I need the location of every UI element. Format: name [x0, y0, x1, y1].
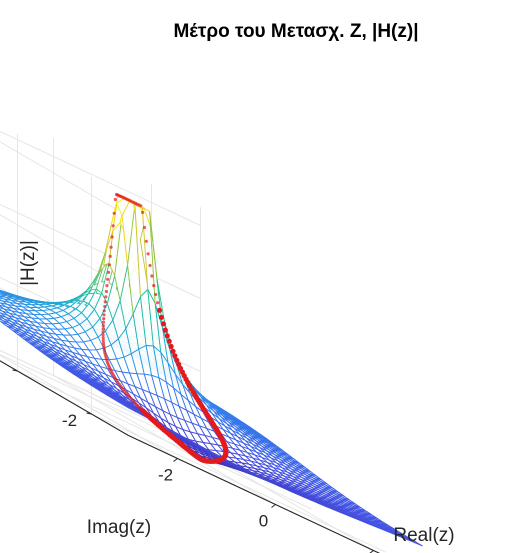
unit-circle-point	[109, 245, 113, 249]
unit-circle-point	[112, 211, 116, 215]
unit-circle-point	[101, 341, 106, 345]
unit-circle-point	[176, 361, 182, 367]
unit-circle-point	[102, 317, 106, 321]
y-tick-mark	[86, 412, 92, 415]
unit-circle-point	[156, 301, 160, 305]
y-tick-mark	[12, 369, 18, 372]
unit-circle-point	[174, 357, 180, 363]
unit-circle-point	[166, 338, 172, 344]
unit-circle-point	[177, 365, 184, 371]
unit-circle-curve	[101, 192, 229, 464]
unit-circle-point	[154, 292, 158, 297]
unit-circle-point	[101, 330, 105, 334]
tick-labels: -202-2020246	[0, 368, 374, 553]
unit-circle-point	[162, 327, 168, 333]
unit-circle-point	[142, 225, 147, 230]
y-tick-label: -2	[62, 411, 77, 430]
unit-circle-point	[102, 313, 106, 317]
z-axis-label: |H(z)|	[18, 240, 39, 286]
unit-circle-point	[160, 321, 166, 327]
unit-circle-point	[146, 252, 150, 256]
unit-circle-point	[102, 343, 106, 347]
grid-line	[0, 130, 201, 226]
unit-circle-point	[156, 307, 163, 313]
unit-circle-point	[107, 263, 111, 267]
grid-line	[91, 413, 386, 553]
unit-circle-point	[103, 300, 107, 304]
unit-circle-point	[106, 270, 111, 274]
surface-cell	[409, 539, 423, 547]
unit-circle-point	[170, 348, 176, 354]
unit-circle-point	[108, 254, 112, 258]
unit-circle-point	[103, 304, 107, 309]
x-tick-mark	[173, 458, 178, 462]
unit-circle-point	[101, 324, 105, 328]
unit-circle-point	[212, 423, 218, 430]
unit-circle-point	[101, 333, 105, 337]
x-axis-label: Real(z)	[393, 525, 454, 546]
grid-line	[0, 214, 129, 290]
unit-circle-point	[111, 224, 115, 228]
x-tick-mark	[271, 504, 276, 508]
chart-title: Μέτρο του Μετασχ. Z, |H(z)|	[173, 21, 418, 42]
unit-circle-point	[105, 284, 109, 288]
unit-circle-point	[110, 235, 114, 239]
unit-circle-point	[113, 197, 117, 202]
unit-circle-point	[101, 338, 105, 342]
unit-circle-point	[141, 210, 145, 214]
unit-circle-point	[158, 314, 164, 320]
x-tick-mark	[369, 550, 374, 553]
surface-mesh	[0, 194, 423, 547]
unit-circle-point	[172, 353, 178, 359]
unit-circle-point	[148, 263, 152, 268]
x-tick-label: -2	[158, 466, 173, 485]
unit-circle-point	[106, 277, 110, 281]
y-axis-label: Imag(z)	[87, 517, 151, 538]
grid-line	[0, 141, 129, 217]
unit-circle-point	[104, 295, 108, 299]
unit-circle-point	[101, 320, 106, 324]
unit-circle-point	[164, 333, 170, 339]
unit-circle-point	[114, 192, 119, 197]
unit-circle-point	[104, 289, 108, 294]
unit-circle-point	[152, 284, 156, 288]
x-tick-label: 0	[259, 512, 268, 531]
unit-circle-point	[150, 274, 154, 278]
unit-circle-point	[101, 336, 105, 340]
unit-circle-point	[144, 239, 148, 243]
unit-circle-point	[168, 343, 174, 349]
unit-circle-point	[102, 309, 106, 313]
unit-circle-point	[101, 327, 105, 331]
grid-line	[17, 370, 312, 510]
